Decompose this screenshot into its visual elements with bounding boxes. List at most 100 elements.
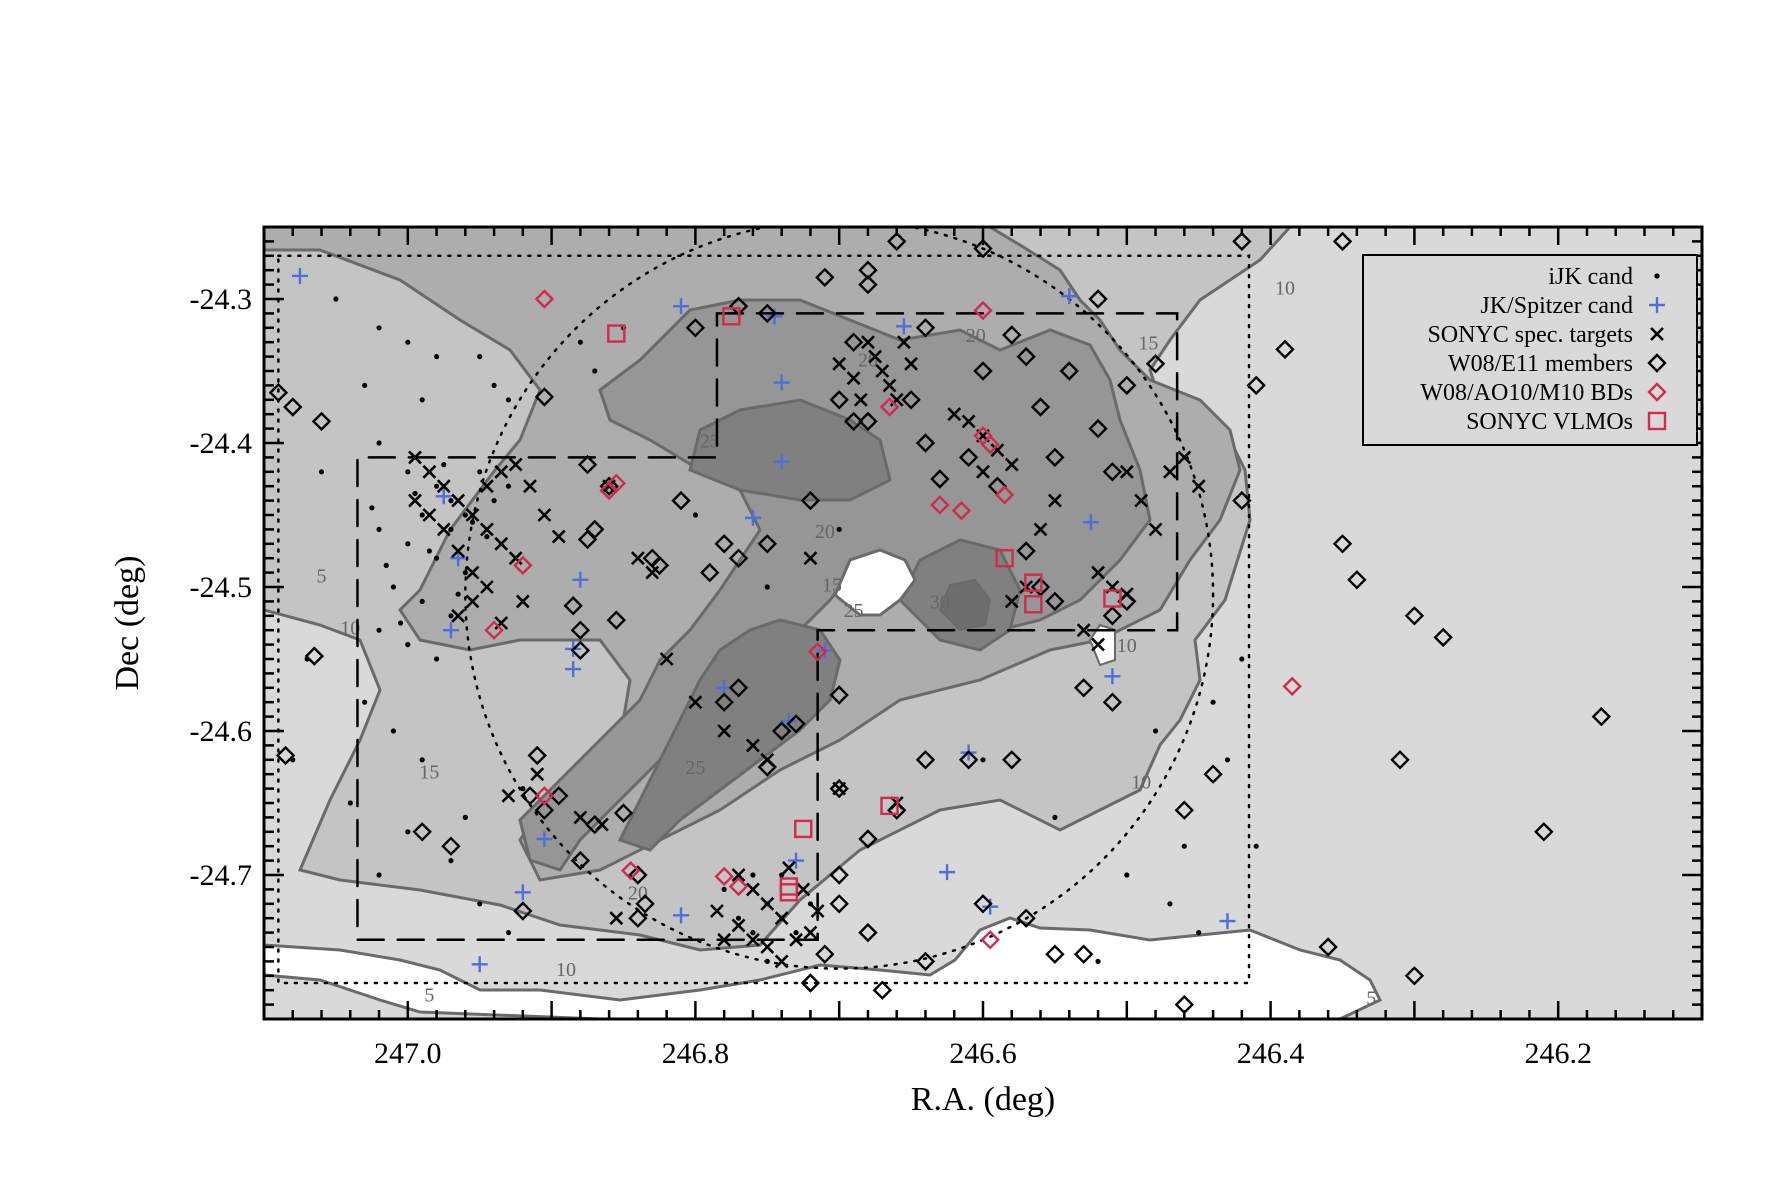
member-point xyxy=(829,894,849,914)
brown-dwarf-point xyxy=(606,473,627,494)
member-point xyxy=(1117,375,1137,396)
spitzer-candidate-point xyxy=(514,884,531,901)
ijk-candidate-point xyxy=(405,829,411,835)
spec-target-point xyxy=(846,371,861,386)
spec-target-point xyxy=(774,911,789,926)
ijk-candidate-point xyxy=(1224,757,1231,763)
spec-target-point xyxy=(422,508,437,522)
member-point xyxy=(577,529,598,550)
member-point xyxy=(915,951,936,972)
ijk-candidate-point xyxy=(1124,872,1130,878)
ijk-candidate-point xyxy=(793,930,799,936)
spec-target-point xyxy=(760,940,775,954)
member-point xyxy=(1232,231,1252,252)
ijk-candidate-point xyxy=(318,469,325,475)
spec-target-point xyxy=(1163,464,1177,479)
member-point xyxy=(771,721,792,741)
member-point xyxy=(887,231,907,252)
member-point xyxy=(872,980,893,1000)
contour-label: 25 xyxy=(700,430,720,452)
ijk-candidate-point xyxy=(477,469,483,475)
dashed-polygon-region xyxy=(356,312,1179,942)
ijk-candidate-point xyxy=(441,462,447,468)
ijk-candidate-point xyxy=(419,598,425,605)
member-point xyxy=(1347,570,1367,590)
ijk-candidate-point xyxy=(692,512,699,518)
spec-target-point xyxy=(1148,522,1163,537)
spec-target-point xyxy=(717,932,732,947)
spec-target-point xyxy=(551,529,566,544)
x-tick-label: 246.8 xyxy=(662,1037,730,1070)
member-point xyxy=(829,390,849,410)
spitzer-candidate-point xyxy=(536,831,553,847)
brown-dwarf-point xyxy=(714,866,734,887)
spec-target-point xyxy=(501,788,516,803)
spitzer-candidate-point xyxy=(435,488,452,505)
spec-target-point xyxy=(789,932,803,947)
brown-dwarf-point xyxy=(807,642,828,662)
member-point xyxy=(1088,418,1108,439)
member-point xyxy=(1002,325,1022,345)
member-point xyxy=(549,786,569,806)
spec-target-point xyxy=(630,551,645,566)
spec-target-point xyxy=(853,392,868,407)
axis-ticks xyxy=(262,225,1704,1021)
vlmo-point xyxy=(1024,573,1043,592)
member-point xyxy=(714,534,734,554)
member-point xyxy=(915,750,936,770)
spec-target-point xyxy=(746,738,760,753)
spec-target-point xyxy=(479,580,494,594)
member-point xyxy=(1016,541,1036,561)
ijk-candidate-point xyxy=(419,512,425,518)
contour-label: 20 xyxy=(815,521,835,543)
contour-label: 5 xyxy=(1366,988,1376,1010)
member-point xyxy=(815,267,835,288)
member-point xyxy=(1102,692,1123,712)
ijk-candidate-point xyxy=(347,800,353,806)
member-point xyxy=(513,901,533,921)
spec-target-point xyxy=(573,810,588,825)
member-point xyxy=(577,454,598,475)
legend-label: W08/E11 members xyxy=(1448,351,1633,377)
series-1 xyxy=(291,267,1236,973)
spec-target-point xyxy=(1047,493,1062,508)
spec-target-point xyxy=(1076,623,1091,638)
member-point xyxy=(1016,908,1036,928)
circle-region xyxy=(464,227,1215,970)
member-point xyxy=(570,640,591,661)
member-point xyxy=(930,469,950,489)
ijk-candidate-point xyxy=(577,339,583,345)
member-point xyxy=(786,714,806,734)
member-point xyxy=(800,490,821,511)
spec-target-point xyxy=(1119,464,1134,479)
member-point xyxy=(946,190,962,206)
ijk-candidate-point xyxy=(376,627,382,633)
contour-level-30-fill xyxy=(938,578,992,632)
x-tick-label: 246.4 xyxy=(1237,1037,1305,1070)
ijk-candidate-point xyxy=(333,296,339,302)
source-markers xyxy=(268,190,1612,1015)
ijk-candidate-point xyxy=(462,814,468,821)
contour-label: 15 xyxy=(822,574,842,596)
spec-target-point xyxy=(717,724,732,738)
member-point xyxy=(1059,361,1079,381)
spitzer-candidate-point xyxy=(939,864,956,881)
legend-marker xyxy=(1650,327,1664,341)
ijk-candidate-point xyxy=(426,548,432,554)
member-point xyxy=(887,800,907,820)
spec-target-point xyxy=(436,522,451,537)
spitzer-candidate-point xyxy=(673,907,690,924)
legend-box xyxy=(1362,254,1698,446)
spitzer-candidate-point xyxy=(895,318,912,335)
ijk-candidate-point xyxy=(376,440,382,446)
member-point xyxy=(441,836,461,856)
ijk-candidate-point xyxy=(448,526,454,533)
member-point xyxy=(1318,937,1338,957)
spec-target-point xyxy=(479,479,494,494)
ijk-candidate-point xyxy=(764,958,770,965)
brown-dwarf-point xyxy=(1282,676,1302,697)
vlmo-point xyxy=(995,549,1014,568)
spec-target-point xyxy=(465,508,480,522)
ijk-candidate-point xyxy=(750,872,756,878)
spec-target-point xyxy=(810,904,825,918)
